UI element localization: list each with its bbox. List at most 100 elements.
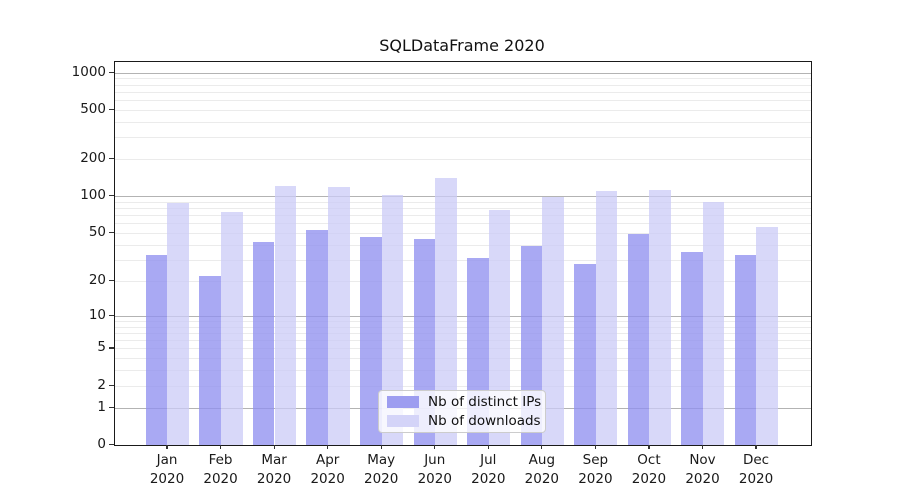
y-tick-mark xyxy=(109,71,114,73)
legend-item-downloads: Nb of downloads xyxy=(387,413,541,429)
y-tick-label: 200 xyxy=(80,150,106,167)
bar-downloads-dec xyxy=(756,227,779,445)
bar-downloads-oct xyxy=(649,189,671,445)
x-tick-label-aug: Aug 2020 xyxy=(524,452,560,487)
y-tick-label: 50 xyxy=(88,224,106,241)
bar-distinct-ips-sep xyxy=(574,263,596,445)
y-tick-label: 1000 xyxy=(71,63,106,80)
x-tick-mark xyxy=(380,445,382,449)
y-tick-mark xyxy=(109,232,114,234)
y-tick-label: 100 xyxy=(80,187,106,204)
x-tick-label-jun: Jun 2020 xyxy=(417,452,452,487)
minor-gridline xyxy=(115,215,811,217)
bar-downloads-jun xyxy=(435,178,457,445)
minor-gridline xyxy=(115,84,811,86)
x-tick-label-sep: Sep 2020 xyxy=(578,452,613,487)
minor-gridline xyxy=(115,358,811,360)
bar-downloads-jan xyxy=(167,203,189,445)
y-tick-mark xyxy=(109,444,114,446)
minor-gridline xyxy=(115,109,811,111)
minor-gridline xyxy=(115,340,811,342)
bar-distinct-ips-may xyxy=(360,237,382,445)
y-tick-mark xyxy=(109,406,114,408)
y-tick-label: 0 xyxy=(97,436,106,452)
bar-downloads-apr xyxy=(328,186,350,445)
y-tick-label: 2 xyxy=(97,376,106,393)
bar-downloads-jul xyxy=(488,210,511,445)
legend-swatch-downloads xyxy=(387,415,419,427)
minor-gridline xyxy=(115,326,811,328)
minor-gridline xyxy=(115,332,811,334)
minor-gridline xyxy=(115,78,811,80)
chart-title: SQLDataFrame 2020 xyxy=(379,36,545,55)
minor-gridline xyxy=(115,233,811,235)
x-tick-mark xyxy=(434,445,436,449)
y-tick-label: 10 xyxy=(88,306,106,323)
minor-gridline xyxy=(115,348,811,350)
y-tick-mark xyxy=(109,314,114,316)
minor-gridline xyxy=(115,121,811,123)
minor-gridline xyxy=(115,280,811,282)
x-tick-mark xyxy=(327,445,329,449)
x-tick-label-oct: Oct 2020 xyxy=(631,452,667,487)
y-tick-mark xyxy=(109,279,114,282)
x-tick-mark xyxy=(166,445,168,449)
y-tick-mark xyxy=(109,108,114,111)
legend-label-distinct-ips: Nb of distinct IPs xyxy=(428,394,542,410)
y-tick-label: 20 xyxy=(88,271,106,288)
legend-swatch-distinct-ips xyxy=(387,396,419,408)
x-tick-label-jul: Jul 2020 xyxy=(471,452,506,487)
bar-downloads-nov xyxy=(702,202,725,445)
x-tick-mark xyxy=(487,445,489,449)
bar-downloads-mar xyxy=(274,186,297,445)
bar-distinct-ips-mar xyxy=(252,242,275,445)
x-tick-mark xyxy=(219,445,222,449)
minor-gridline xyxy=(115,244,811,246)
x-tick-mark xyxy=(648,445,650,449)
major-gridline xyxy=(115,196,811,198)
y-tick-label: 500 xyxy=(80,100,106,117)
bar-downloads-sep xyxy=(595,191,618,445)
plot-area xyxy=(114,61,812,446)
minor-gridline xyxy=(115,320,811,322)
minor-gridline xyxy=(115,201,811,203)
x-tick-mark xyxy=(755,445,757,449)
bar-downloads-may xyxy=(381,195,404,445)
bar-downloads-aug xyxy=(542,196,564,445)
x-tick-label-apr: Apr 2020 xyxy=(310,452,345,487)
x-tick-mark xyxy=(701,445,704,449)
x-tick-label-jan: Jan 2020 xyxy=(149,452,185,487)
minor-gridline xyxy=(115,91,811,93)
y-tick-mark xyxy=(109,158,114,160)
legend-label-downloads: Nb of downloads xyxy=(428,413,541,429)
minor-gridline xyxy=(115,159,811,161)
minor-gridline xyxy=(115,100,811,102)
bar-distinct-ips-jan xyxy=(145,254,168,445)
legend: Nb of distinct IPs Nb of downloads xyxy=(378,390,546,433)
legend-item-distinct-ips: Nb of distinct IPs xyxy=(387,394,541,410)
bar-distinct-ips-oct xyxy=(627,234,650,445)
y-tick-mark xyxy=(109,347,114,349)
major-gridline xyxy=(115,72,811,74)
y-tick-mark xyxy=(109,384,114,386)
x-tick-label-mar: Mar 2020 xyxy=(256,452,292,487)
minor-gridline xyxy=(115,223,811,225)
bar-distinct-ips-nov xyxy=(681,251,703,445)
x-tick-label-feb: Feb 2020 xyxy=(203,452,238,487)
bar-distinct-ips-feb xyxy=(199,276,221,445)
bar-distinct-ips-apr xyxy=(306,230,329,445)
major-gridline xyxy=(115,315,811,317)
y-tick-label: 1 xyxy=(97,398,106,415)
x-tick-mark xyxy=(273,445,275,449)
x-tick-mark xyxy=(594,445,596,449)
x-tick-label-may: May 2020 xyxy=(364,452,399,487)
x-tick-mark xyxy=(541,445,543,449)
minor-gridline xyxy=(115,137,811,139)
x-tick-label-nov: Nov 2020 xyxy=(685,452,720,487)
minor-gridline xyxy=(115,208,811,210)
minor-gridline xyxy=(115,259,811,261)
minor-gridline xyxy=(115,385,811,387)
y-tick-mark xyxy=(109,195,114,197)
minor-gridline xyxy=(115,370,811,372)
